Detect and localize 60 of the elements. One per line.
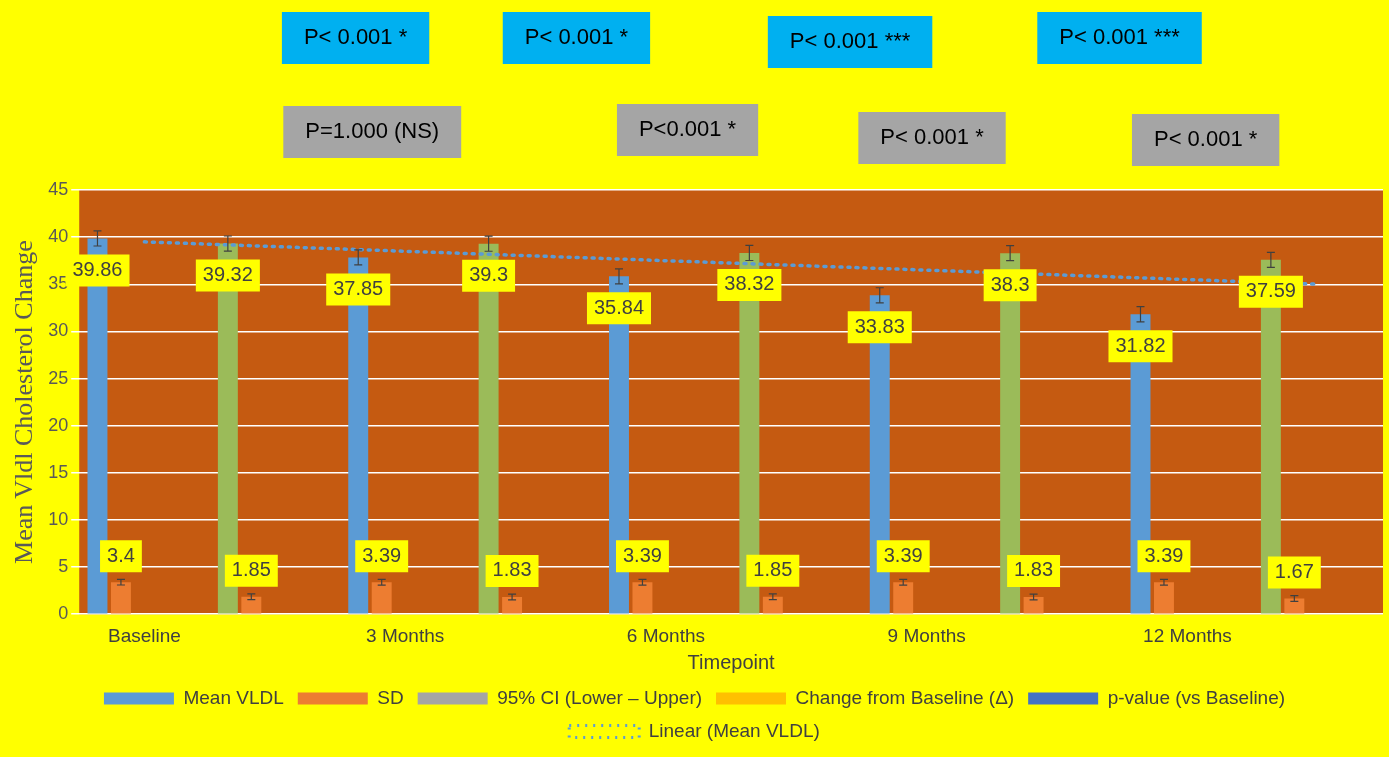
bar <box>893 582 914 614</box>
text: P< 0.001 * <box>880 124 985 150</box>
data-label: 39.32 <box>202 263 253 286</box>
y-tick-label: 15 <box>48 461 69 482</box>
legend-label: Mean VLDL <box>183 686 284 708</box>
bar <box>762 596 783 614</box>
legend-label: 95% CI (Lower – Upper) <box>497 686 703 708</box>
bar <box>632 582 653 614</box>
data-label: 3.39 <box>883 543 923 566</box>
data-label: 38.3 <box>990 272 1030 295</box>
text: P< 0.001 * <box>303 24 408 50</box>
legend-label: p-value (vs Baseline) <box>1107 686 1286 708</box>
text: P<0.001 * <box>638 116 737 142</box>
legend-label: Linear (Mean VLDL) <box>648 719 820 741</box>
data-label: 1.85 <box>231 558 271 581</box>
bar <box>502 596 523 614</box>
bar <box>110 582 131 614</box>
x-tick-label: 9 Months <box>887 624 966 646</box>
data-label: 38.32 <box>724 272 775 295</box>
x-tick-label: 12 Months <box>1143 624 1232 646</box>
x-tick-label: 6 Months <box>626 624 705 646</box>
y-tick-label: 40 <box>48 226 69 247</box>
text: P< 0.001 * <box>1153 126 1258 152</box>
legend-label: Change from Baseline (Δ) <box>795 686 1015 708</box>
y-axis-title: Mean Vldl Cholesterol Change <box>9 240 39 564</box>
y-tick-label: 0 <box>58 603 69 624</box>
x-axis-title: Timepoint <box>687 650 776 673</box>
text: P< 0.001 *** <box>1059 24 1181 50</box>
data-label: 37.85 <box>333 276 384 299</box>
bar <box>1023 596 1044 614</box>
bar <box>1284 598 1305 614</box>
y-tick-label: 5 <box>58 556 69 577</box>
y-tick-label: 30 <box>48 320 69 341</box>
data-label: 31.82 <box>1115 333 1166 356</box>
x-tick-label: Baseline <box>107 624 181 646</box>
x-tick-label: 3 Months <box>366 624 445 646</box>
text: P< 0.001 *** <box>789 28 911 54</box>
data-label: 3.39 <box>622 543 662 566</box>
data-label: 1.83 <box>1014 558 1054 581</box>
y-tick-label: 20 <box>48 414 69 435</box>
text: P< 0.001 * <box>524 24 629 50</box>
data-label: 37.59 <box>1245 279 1296 302</box>
data-label: 3.4 <box>107 543 135 566</box>
y-tick-label: 25 <box>48 367 69 388</box>
data-label: 39.86 <box>72 257 123 280</box>
y-tick-label: 45 <box>48 178 69 199</box>
legend-label: SD <box>377 686 404 708</box>
data-label: 35.84 <box>593 295 645 318</box>
bar <box>241 596 262 614</box>
data-label: 3.39 <box>1144 543 1184 566</box>
bar <box>371 582 392 614</box>
text: P=1.000 (NS) <box>305 118 440 144</box>
data-label: 39.3 <box>469 263 509 286</box>
data-label: 1.83 <box>492 558 532 581</box>
bar <box>1153 582 1174 614</box>
data-label: 1.85 <box>753 558 793 581</box>
data-label: 3.39 <box>362 543 402 566</box>
data-label: 1.67 <box>1274 559 1314 582</box>
y-tick-label: 10 <box>48 508 69 529</box>
data-label: 33.83 <box>854 314 905 337</box>
